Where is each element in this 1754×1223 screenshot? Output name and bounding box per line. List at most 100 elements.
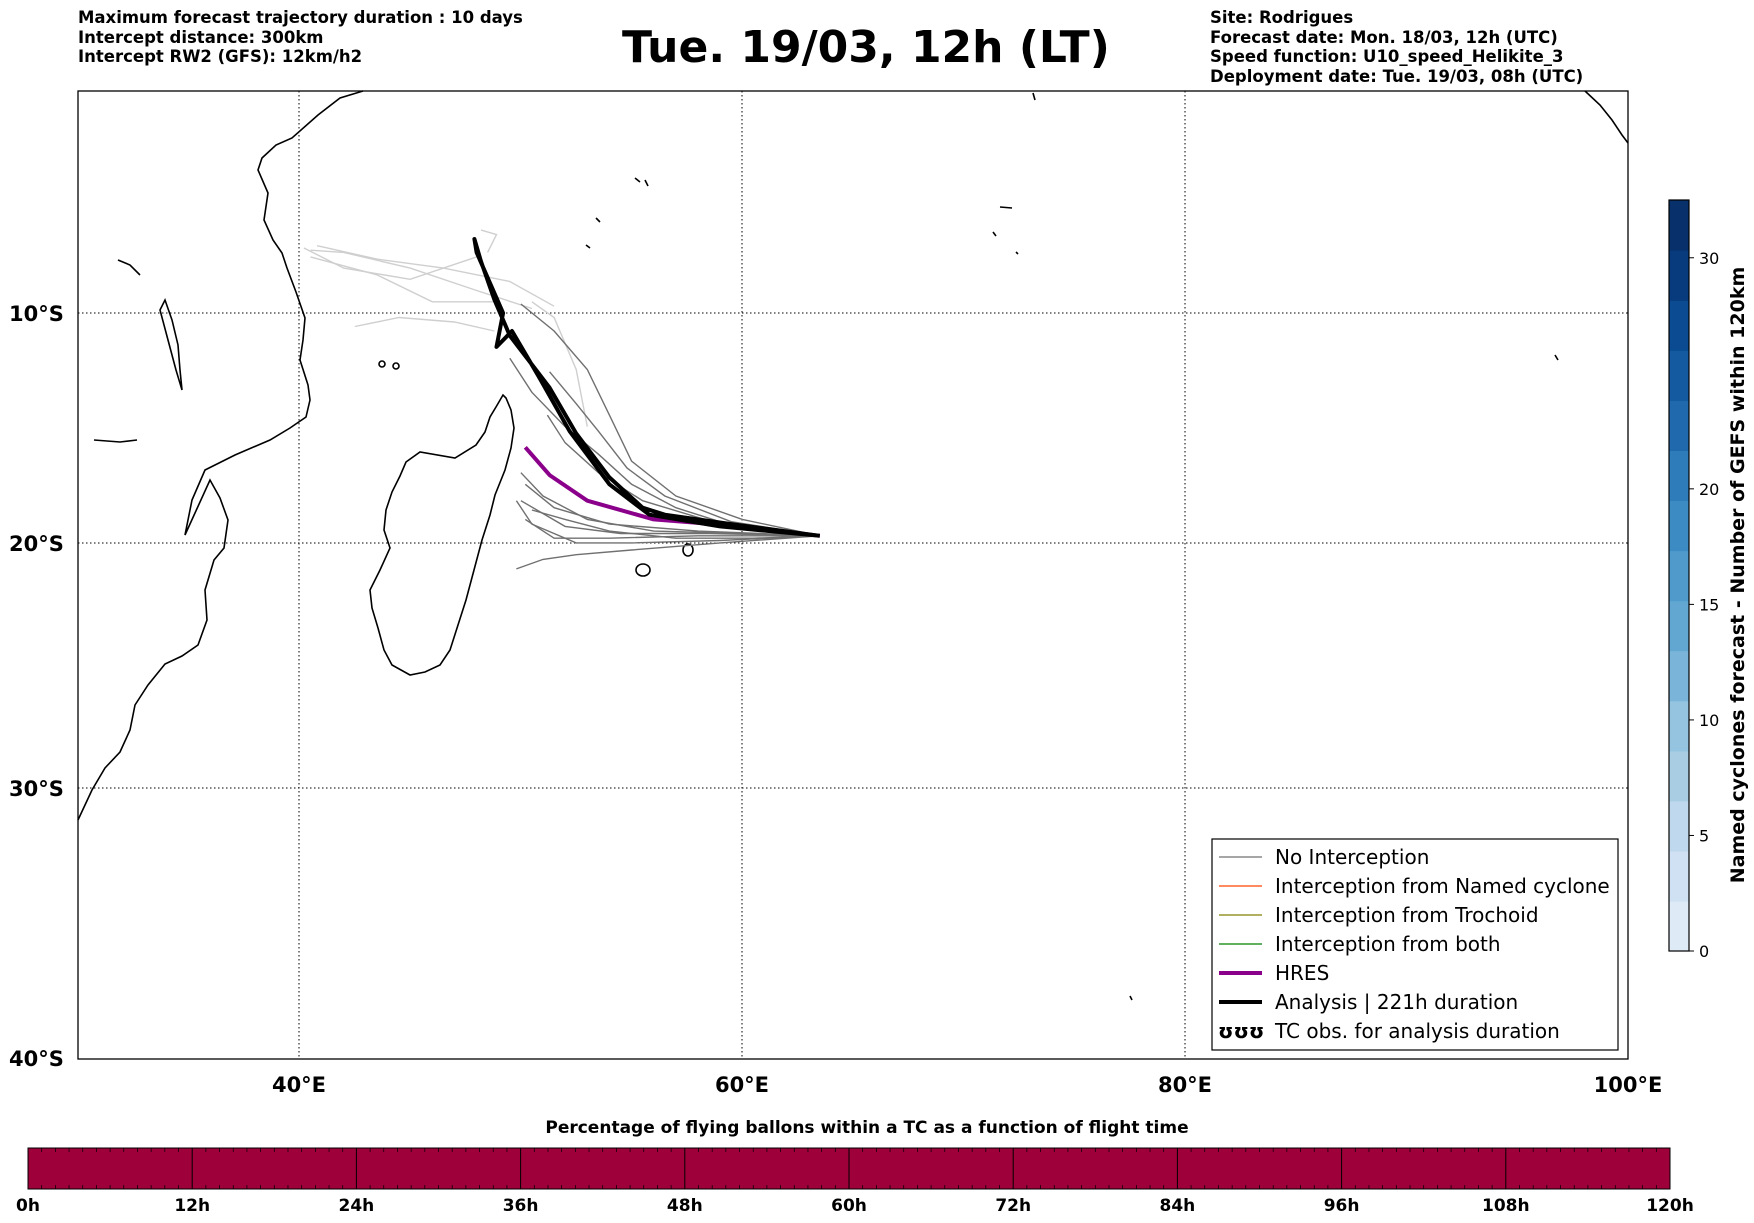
deployment-date-text: Deployment date: Tue. 19/03, 08h (UTC)	[1210, 66, 1584, 86]
analysis-track	[472, 237, 821, 538]
colorbar-tick-label: 0	[1699, 942, 1709, 961]
coastlines	[77, 90, 1629, 1001]
header-left-info: Maximum forecast trajectory duration : 1…	[78, 8, 523, 67]
lat-label-20s: 20°S	[9, 532, 64, 556]
legend-label: Analysis | 221h duration	[1275, 990, 1518, 1014]
lon-labels: 40°E 60°E 80°E 100°E	[272, 1073, 1662, 1097]
speed-function-text: Speed function: U10_speed_Helikite_3	[1210, 47, 1564, 66]
seychelles-islands	[585, 177, 649, 249]
bar-tick-label: 0h	[16, 1196, 40, 1216]
legend-label: TC obs. for analysis duration	[1274, 1019, 1560, 1043]
colorbar-segment	[1669, 500, 1689, 552]
maldives-islands	[992, 206, 1019, 255]
bar-tick-label: 60h	[831, 1196, 867, 1216]
lat-label-10s: 10°S	[9, 302, 64, 326]
map-frame	[77, 90, 1629, 1060]
reunion-island	[635, 563, 651, 577]
colorbar-tick-label: 20	[1699, 480, 1719, 499]
ensemble-track-no-interception	[524, 518, 820, 539]
colorbar-segment	[1669, 300, 1689, 351]
ensemble-track-light	[480, 229, 498, 253]
lon-label-60e: 60°E	[715, 1073, 769, 1097]
colorbar-segment	[1669, 450, 1689, 501]
ensemble-track-light	[354, 316, 495, 332]
ensemble-track-no-interception	[515, 500, 820, 544]
ensemble-track-light	[310, 256, 499, 303]
colorbar-segment	[1669, 750, 1689, 802]
colorbar-segment	[1669, 850, 1689, 902]
colorbar-segment	[1669, 800, 1689, 852]
lat-label-40s: 40°S	[9, 1047, 64, 1071]
colorbar-segment	[1669, 200, 1689, 251]
bar-tick-label: 84h	[1160, 1196, 1196, 1216]
gridlines	[78, 91, 1628, 1059]
mauritius-island	[682, 543, 694, 557]
bar-tick-label: 120h	[1646, 1196, 1694, 1216]
max-duration-text: Maximum forecast trajectory duration : 1…	[78, 8, 523, 27]
ensemble-track-no-interception	[520, 303, 820, 537]
bar-title: Percentage of flying ballons within a TC…	[545, 1118, 1188, 1138]
map-title: Tue. 19/03, 12h (LT)	[622, 22, 1110, 73]
bar-tick-label: 48h	[667, 1196, 703, 1216]
legend-label: Interception from Trochoid	[1275, 903, 1539, 927]
sumatra-coast	[1584, 90, 1629, 144]
comoros-island	[378, 360, 386, 368]
colorbar-segment	[1669, 550, 1689, 602]
lon-label-80e: 80°E	[1158, 1073, 1212, 1097]
colorbar-segment	[1669, 400, 1689, 451]
legend: No Interception Interception from Named c…	[1211, 838, 1619, 1051]
bar-tick-label: 24h	[339, 1196, 375, 1216]
bar-tick-label: 108h	[1482, 1196, 1530, 1216]
ensemble-track-light	[316, 245, 555, 307]
site-text: Site: Rodrigues	[1210, 8, 1354, 27]
madagascar-coastline	[369, 393, 515, 676]
legend-box	[1211, 838, 1619, 1051]
ensemble-track-no-interception	[516, 535, 820, 570]
legend-label: Interception from both	[1275, 932, 1501, 956]
bar-tick-label: 72h	[995, 1196, 1031, 1216]
comoros-island	[392, 362, 400, 370]
africa-coastline	[77, 90, 364, 821]
lon-label-40e: 40°E	[272, 1073, 326, 1097]
colorbar-segment	[1669, 650, 1689, 702]
legend-label: HRES	[1275, 961, 1329, 985]
colorbar-tick-label: 10	[1699, 711, 1719, 730]
lat-label-30s: 30°S	[9, 777, 64, 801]
legend-symbol: ʊʊʊ	[1218, 1019, 1264, 1043]
ensemble-track-no-interception	[531, 509, 820, 539]
trajectory-tracks	[303, 229, 821, 570]
colorbar-tick-label: 15	[1699, 595, 1719, 614]
colorbar-tick-label: 5	[1699, 826, 1709, 845]
flight-time-bar: Percentage of flying ballons within a TC…	[16, 1118, 1694, 1216]
lake-outline	[117, 259, 141, 276]
header-right-info: Site: Rodrigues Forecast date: Mon. 18/0…	[1210, 8, 1583, 86]
colorbar-label: Named cyclones forecast - Number of GEFS…	[1727, 267, 1749, 884]
intercept-rw2-text: Intercept RW2 (GFS): 12km/h2	[78, 47, 363, 66]
colorbar-tick-label: 30	[1699, 249, 1719, 268]
colorbar-segment	[1669, 900, 1689, 952]
amsterdam-island	[1129, 995, 1133, 1001]
lon-label-100e: 100°E	[1594, 1073, 1663, 1097]
colorbar-frame	[1668, 199, 1690, 952]
colorbar-segment	[1669, 600, 1689, 652]
lake-outline	[159, 297, 183, 391]
bar-tick-label: 96h	[1324, 1196, 1360, 1216]
ensemble-track-no-interception	[524, 483, 820, 537]
lat-labels: 10°S 20°S 30°S 40°S	[9, 302, 64, 1071]
forecast-date-text: Forecast date: Mon. 18/03, 12h (UTC)	[1210, 27, 1558, 47]
ensemble-track-no-interception	[520, 472, 820, 537]
lake-outline	[93, 439, 138, 443]
cocos-island	[1554, 354, 1559, 361]
bar-tick-label: 36h	[503, 1196, 539, 1216]
chagos-islands	[1032, 92, 1036, 101]
colorbar-segment	[1669, 250, 1689, 301]
bar-tick-label: 12h	[174, 1196, 210, 1216]
legend-label: No Interception	[1275, 845, 1429, 869]
colorbar-segment	[1669, 350, 1689, 401]
ensemble-track-no-interception	[549, 371, 820, 537]
cyclone-colorbar: 0 5 10 15 20 30 Named cyclones forecast - Num…	[1668, 199, 1749, 961]
intercept-distance-text: Intercept distance: 300km	[78, 27, 324, 47]
legend-label: Interception from Named cyclone	[1275, 874, 1610, 898]
colorbar-segment	[1669, 700, 1689, 752]
